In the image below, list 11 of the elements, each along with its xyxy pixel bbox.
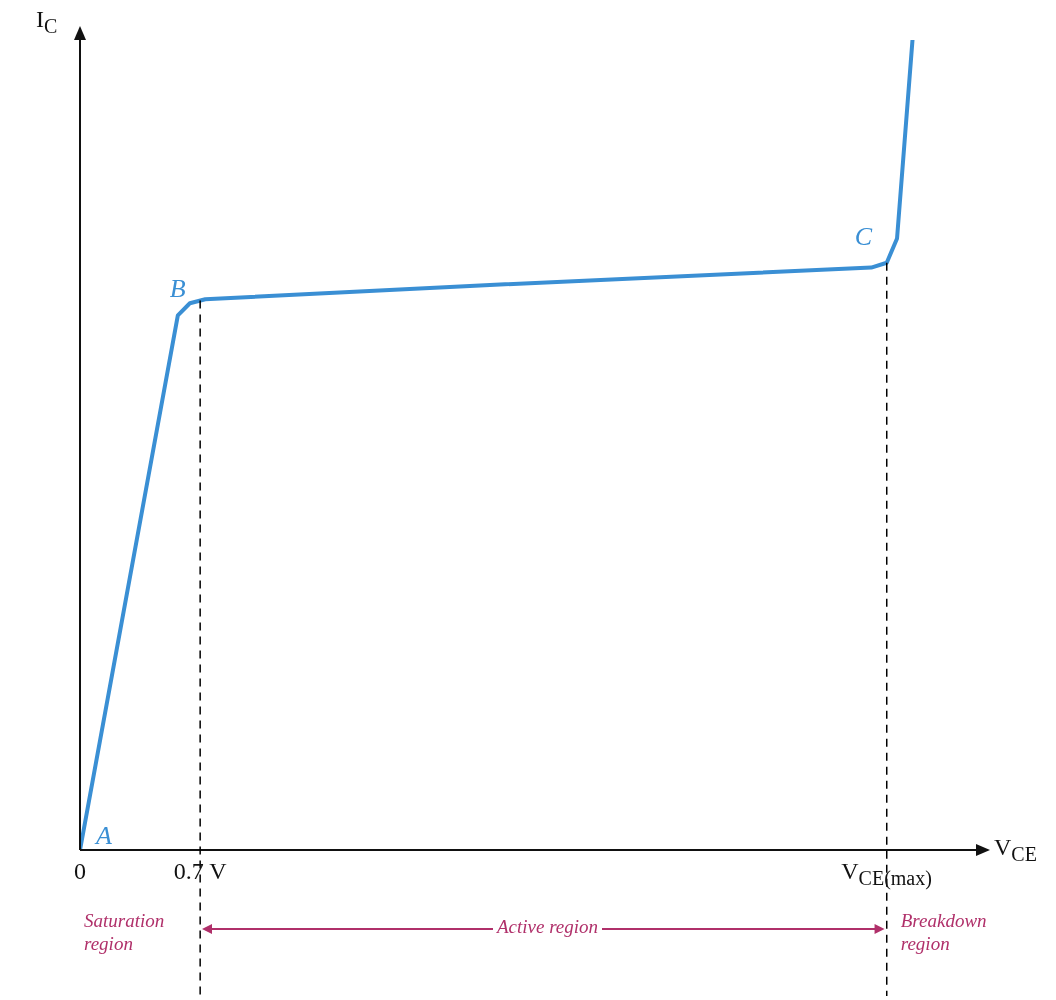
text: Breakdown region: [900, 910, 988, 956]
annotation: A: [94, 821, 112, 850]
x-tick-label: V$_{CE(max)}$: [841, 858, 932, 890]
x-tick-label: 0: [74, 858, 86, 885]
annotation: C: [854, 221, 873, 251]
annotation: B: [169, 274, 186, 304]
text: Active region: [492, 916, 603, 939]
y-axis-title: I$_{C}$: [36, 6, 58, 38]
text: Saturation region: [84, 910, 166, 956]
x-tick-label: 0.7 V: [173, 858, 227, 885]
x-axis-title: V$_{CE}$: [994, 834, 1037, 866]
